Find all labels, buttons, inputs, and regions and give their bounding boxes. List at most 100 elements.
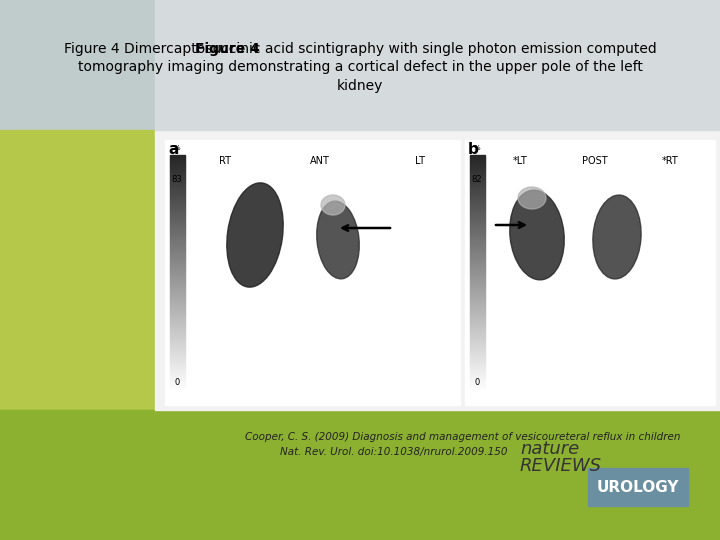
Bar — [470, 211, 485, 212]
Bar — [170, 328, 185, 329]
Bar — [170, 270, 185, 271]
Bar — [470, 287, 485, 288]
Ellipse shape — [317, 201, 359, 279]
Bar — [470, 199, 485, 200]
Bar — [170, 353, 185, 354]
Bar — [170, 285, 185, 286]
Bar — [170, 228, 185, 229]
Bar — [470, 355, 485, 356]
Bar — [470, 328, 485, 329]
Bar — [470, 330, 485, 331]
Bar — [470, 217, 485, 218]
Bar — [470, 238, 485, 239]
Bar — [470, 376, 485, 377]
Bar — [170, 234, 185, 235]
Bar — [170, 242, 185, 243]
Bar — [170, 206, 185, 207]
Bar — [470, 340, 485, 341]
Bar — [470, 308, 485, 309]
Bar — [470, 275, 485, 276]
Bar — [470, 218, 485, 219]
Bar — [170, 167, 185, 168]
Bar — [170, 342, 185, 343]
Bar — [170, 387, 185, 388]
Bar — [470, 174, 485, 175]
Bar — [170, 170, 185, 171]
Bar — [470, 205, 485, 206]
Bar — [470, 176, 485, 177]
Bar — [170, 307, 185, 308]
Bar — [470, 291, 485, 292]
Bar — [470, 343, 485, 344]
Bar — [170, 344, 185, 345]
Bar — [170, 287, 185, 288]
Bar — [170, 188, 185, 189]
Bar — [170, 358, 185, 359]
Bar — [170, 327, 185, 328]
Bar — [470, 338, 485, 339]
Bar — [170, 311, 185, 312]
Bar — [170, 355, 185, 356]
Bar — [170, 386, 185, 387]
Text: Cooper, C. S. (2009) Diagnosis and management of vesicoureteral reflux in childr: Cooper, C. S. (2009) Diagnosis and manag… — [245, 432, 680, 442]
Bar — [170, 365, 185, 366]
Bar — [170, 198, 185, 199]
Bar — [170, 306, 185, 307]
Bar — [170, 292, 185, 293]
Bar — [470, 222, 485, 223]
Bar — [170, 295, 185, 296]
Bar — [170, 289, 185, 290]
Bar — [170, 183, 185, 184]
Bar — [470, 213, 485, 214]
Bar — [470, 252, 485, 253]
Bar — [470, 269, 485, 270]
Bar — [170, 177, 185, 178]
Bar — [470, 361, 485, 362]
Bar — [470, 348, 485, 349]
Bar — [170, 214, 185, 215]
Bar — [470, 262, 485, 263]
Bar — [470, 266, 485, 267]
Bar — [470, 370, 485, 371]
Text: nature
REVIEWS: nature REVIEWS — [520, 441, 602, 475]
Bar — [470, 171, 485, 172]
Bar — [170, 199, 185, 200]
Bar — [170, 172, 185, 173]
Bar — [470, 155, 485, 156]
Bar — [170, 379, 185, 380]
Bar — [470, 335, 485, 336]
Bar — [470, 197, 485, 198]
Bar — [0, 130, 155, 410]
Text: RT: RT — [219, 156, 231, 166]
Ellipse shape — [321, 195, 345, 215]
Bar — [470, 168, 485, 169]
Bar — [470, 167, 485, 168]
Bar — [170, 366, 185, 367]
Bar — [170, 288, 185, 289]
Bar — [470, 201, 485, 202]
Text: Figure 4: Figure 4 — [195, 42, 260, 56]
Bar — [170, 197, 185, 198]
Bar — [170, 191, 185, 192]
Bar — [470, 303, 485, 304]
Bar — [470, 233, 485, 234]
Bar — [470, 292, 485, 293]
Bar — [470, 190, 485, 191]
Bar — [470, 195, 485, 196]
Bar — [170, 217, 185, 218]
Bar — [470, 186, 485, 187]
Bar — [170, 332, 185, 333]
Bar — [170, 207, 185, 208]
Bar — [170, 181, 185, 182]
Bar — [170, 373, 185, 374]
Bar — [470, 284, 485, 285]
Bar — [170, 357, 185, 358]
Bar — [170, 319, 185, 320]
Bar — [470, 223, 485, 224]
Bar — [470, 296, 485, 297]
Bar — [170, 334, 185, 335]
Bar — [470, 259, 485, 260]
Bar — [470, 306, 485, 307]
Bar — [470, 327, 485, 328]
Bar — [470, 313, 485, 314]
